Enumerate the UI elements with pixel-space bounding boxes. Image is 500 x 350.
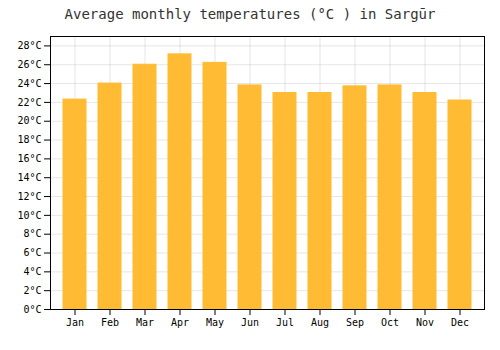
svg-text:Nov: Nov [416,317,434,328]
svg-text:4°C: 4°C [23,266,41,277]
svg-text:Mar: Mar [136,317,154,328]
svg-text:Aug: Aug [311,317,329,328]
svg-text:8°C: 8°C [23,228,41,239]
svg-text:28°C: 28°C [17,40,41,51]
svg-text:22°C: 22°C [17,97,41,108]
svg-text:Dec: Dec [451,317,469,328]
svg-text:24°C: 24°C [17,78,41,89]
svg-text:Jun: Jun [241,317,259,328]
svg-text:May: May [206,317,224,328]
svg-text:6°C: 6°C [23,247,41,258]
svg-text:10°C: 10°C [17,210,41,221]
svg-text:16°C: 16°C [17,153,41,164]
svg-text:0°C: 0°C [23,304,41,315]
svg-text:Jan: Jan [66,317,84,328]
svg-text:Sep: Sep [346,317,364,328]
svg-text:Jul: Jul [276,317,294,328]
svg-text:14°C: 14°C [17,172,41,183]
svg-text:Oct: Oct [381,317,399,328]
svg-text:18°C: 18°C [17,134,41,145]
svg-text:26°C: 26°C [17,59,41,70]
svg-text:Apr: Apr [171,317,189,328]
svg-text:2°C: 2°C [23,285,41,296]
svg-text:20°C: 20°C [17,115,41,126]
svg-text:12°C: 12°C [17,191,41,202]
html-text:Average monthly temperatures (: Average monthly temperatures (°C ) in Sa… [64,6,436,22]
svg-text:Feb: Feb [101,317,119,328]
